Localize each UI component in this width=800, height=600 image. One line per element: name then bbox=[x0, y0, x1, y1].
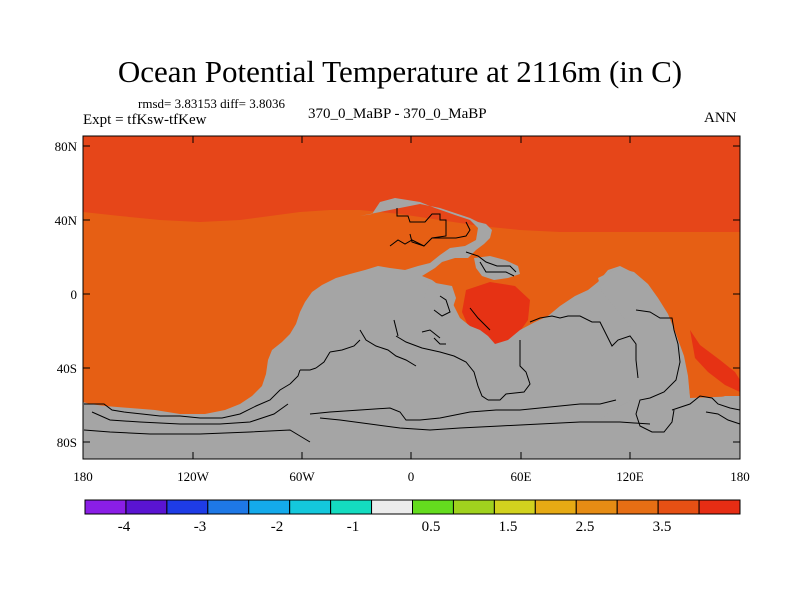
colorbar-swatch bbox=[248, 499, 291, 515]
stats-text: rmsd= 3.83153 diff= 3.8036 bbox=[138, 96, 285, 111]
colorbar-swatch bbox=[207, 499, 250, 515]
land-east-asia bbox=[598, 268, 740, 459]
colorbar-label: 3.5 bbox=[652, 519, 672, 535]
colorbar-swatch bbox=[289, 499, 332, 515]
lat-label: 0 bbox=[70, 287, 78, 302]
season-label: ANN bbox=[704, 110, 737, 126]
colorbar-swatch bbox=[698, 499, 741, 515]
lat-label: 80S bbox=[56, 435, 77, 450]
lon-label: 180 bbox=[730, 469, 750, 484]
colorbar-swatch bbox=[371, 499, 413, 515]
colorbar-label: -3 bbox=[193, 519, 207, 535]
colorbar-swatch bbox=[412, 499, 454, 515]
lon-label: 120E bbox=[616, 469, 644, 484]
hot-spot-east bbox=[690, 330, 740, 392]
colorbar-label: 2.5 bbox=[575, 519, 595, 535]
colorbar-swatch bbox=[84, 499, 127, 515]
lon-label: 60W bbox=[289, 469, 315, 484]
lon-label: 120W bbox=[177, 469, 209, 484]
colorbar-swatch bbox=[534, 499, 577, 515]
colorbar-swatch bbox=[166, 499, 209, 515]
colorbar-swatch bbox=[452, 499, 495, 515]
colorbar-swatch bbox=[125, 499, 168, 515]
lat-label: 80N bbox=[54, 139, 77, 154]
lon-label: 0 bbox=[407, 469, 415, 484]
colorbar-swatch bbox=[657, 499, 700, 515]
colorbar-swatch bbox=[575, 499, 618, 515]
experiment-label: Expt = tfKsw-tfKew bbox=[83, 112, 207, 128]
lon-label: 180 bbox=[73, 469, 93, 484]
north-warm-band bbox=[83, 136, 740, 232]
colorbar-label: -1 bbox=[346, 519, 360, 535]
colorbar bbox=[84, 499, 741, 515]
map-panel bbox=[82, 135, 741, 460]
comparison-label: 370_0_MaBP - 370_0_MaBP bbox=[308, 106, 487, 122]
land-main bbox=[83, 198, 740, 459]
colorbar-label: -2 bbox=[270, 519, 284, 535]
lat-label: 40S bbox=[56, 361, 77, 376]
coastlines bbox=[83, 208, 741, 443]
colorbar-swatch bbox=[493, 499, 536, 515]
lon-label: 60E bbox=[510, 469, 532, 484]
colorbar-label: -4 bbox=[117, 519, 131, 535]
lat-label: 40N bbox=[54, 213, 77, 228]
colorbar-swatch bbox=[616, 499, 659, 515]
axis-ticks bbox=[83, 136, 740, 459]
colorbar-label: 1.5 bbox=[498, 519, 518, 535]
colorbar-label: 0.5 bbox=[421, 519, 441, 535]
plot-title: Ocean Potential Temperature at 2116m (in… bbox=[117, 54, 683, 89]
colorbar-swatch bbox=[330, 499, 373, 515]
